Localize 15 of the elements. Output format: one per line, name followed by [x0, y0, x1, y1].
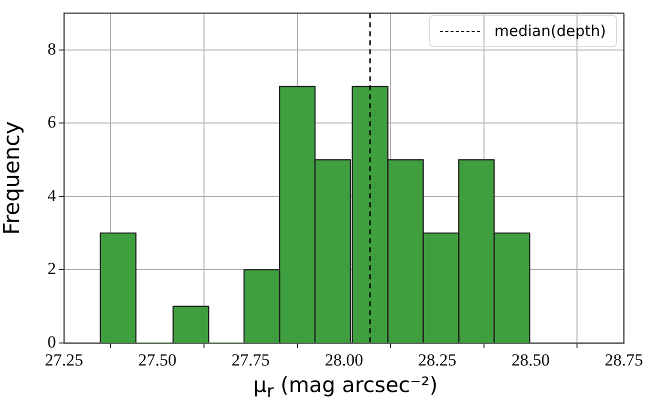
x-axis-title: μ$_{r}$ (mag arcsec⁻²) — [252, 373, 439, 402]
y-tick-label: 8 — [48, 39, 56, 58]
x-tick-label: 28.50 — [511, 350, 550, 370]
x-tick-label: 27.50 — [138, 350, 176, 370]
y-axis-title: Frequency — [0, 121, 25, 235]
y-tick-label: 4 — [48, 186, 56, 205]
y-tick-label: 0 — [48, 332, 56, 352]
y-tick-label: 2 — [48, 259, 56, 278]
x-tick-label: 27.75 — [232, 350, 270, 370]
x-tick-label: 27.25 — [44, 350, 84, 370]
ref-line-label: median(depth) — [494, 22, 606, 40]
y-tick-label: 6 — [48, 112, 56, 132]
x-tick-label: 28.25 — [418, 350, 456, 370]
x-tick-label: 28.75 — [604, 350, 643, 370]
x-tick-label: 28.00 — [324, 350, 364, 370]
